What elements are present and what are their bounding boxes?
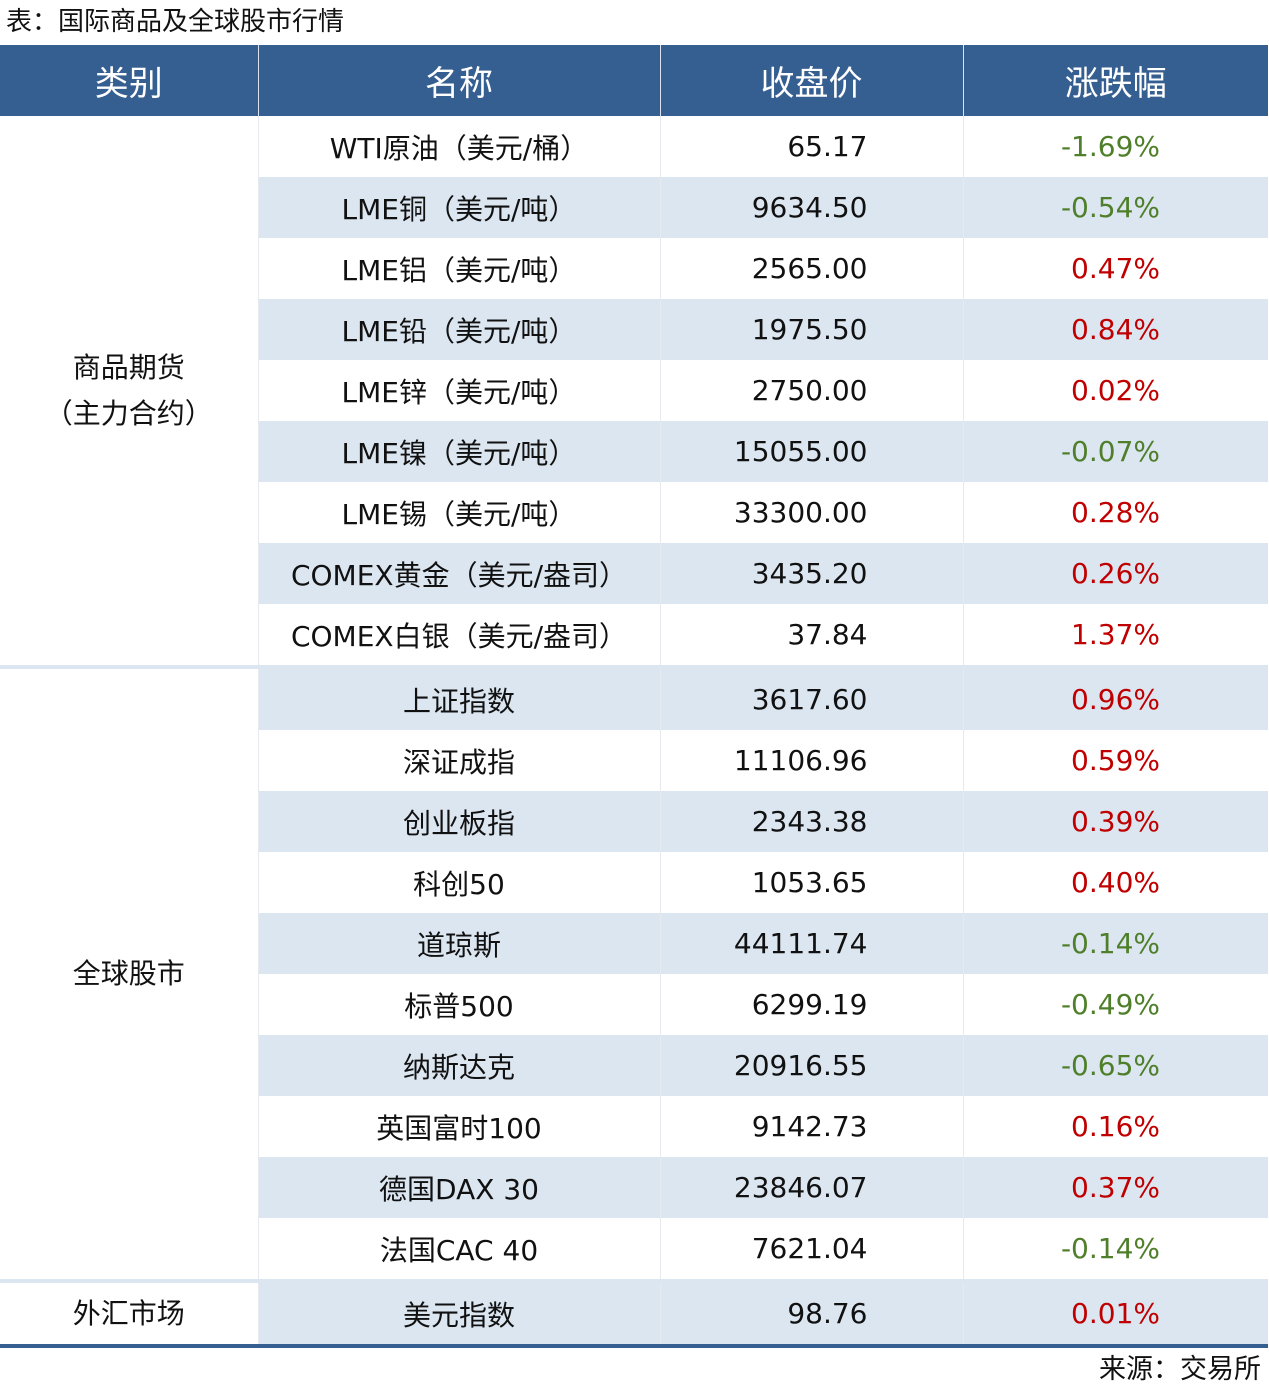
table-title: 表：国际商品及全球股市行情	[6, 7, 345, 37]
close-cell: 1053.65	[660, 852, 964, 913]
table-row: 全球股市 上证指数 3617.60 0.96%	[0, 665, 1268, 1281]
close-cell: 23846.07	[660, 1157, 964, 1218]
table-row: 科创50 1053.65 0.40%	[0, 852, 1268, 913]
table-row: 外汇市场 美元指数 98.76 0.01%	[0, 1279, 1268, 1348]
table-row: 标普500 6299.19 -0.49%	[0, 974, 1268, 1035]
close-cell: 9634.50	[660, 177, 964, 238]
change-cell: -0.07%	[963, 421, 1268, 482]
change-cell: 0.84%	[963, 299, 1268, 360]
change-cell: 0.02%	[1071, 374, 1160, 407]
change-cell: -0.14%	[1060, 1232, 1160, 1265]
close-cell: 3435.20	[660, 543, 964, 604]
name-cell: WTI原油（美元/桶）	[258, 116, 661, 177]
change-cell: -0.14%	[963, 913, 1268, 974]
name-cell: 标普500	[258, 974, 661, 1035]
close-cell: 2565.00	[660, 238, 964, 299]
table-row: COMEX黄金（美元/盎司） 3435.20 0.26%	[0, 543, 1268, 604]
table-row: LME铝（美元/吨） 2565.00 0.47%	[0, 238, 1268, 299]
close-cell: 11106.96	[660, 730, 964, 791]
name-cell: COMEX白银（美元/盎司）	[258, 604, 661, 667]
table-row: LME铜（美元/吨） 9634.50 -0.54%	[0, 177, 1268, 238]
name-cell: 科创50	[258, 852, 661, 913]
close-cell: 98.76	[660, 1279, 964, 1348]
table-row: COMEX白银（美元/盎司） 37.84 1.37%	[0, 604, 1268, 667]
change-cell: 0.59%	[1071, 744, 1160, 777]
table-row: LME铅（美元/吨） 1975.50 0.84%	[0, 299, 1268, 360]
close-cell: 7621.04	[660, 1218, 964, 1281]
change-cell: -0.65%	[963, 1035, 1268, 1096]
name-cell: LME镍（美元/吨）	[258, 421, 661, 482]
name-cell: COMEX黄金（美元/盎司）	[258, 543, 661, 604]
name-cell: 道琼斯	[258, 913, 661, 974]
table-row: 纳斯达克 20916.55 -0.65%	[0, 1035, 1268, 1096]
category-label-line: 商品期货	[72, 350, 185, 384]
table-row: 创业板指 2343.38 0.39%	[0, 791, 1268, 852]
name-cell: 纳斯达克	[258, 1035, 661, 1096]
name-cell: 英国富时100	[258, 1096, 661, 1157]
table-header: 类别 名称 收盘价 涨跌幅	[0, 45, 1268, 116]
table-row: LME锡（美元/吨） 33300.00 0.28%	[0, 482, 1268, 543]
close-cell: 6299.19	[660, 974, 964, 1035]
source-note: 来源：交易所	[1099, 1354, 1261, 1385]
name-cell: LME铅（美元/吨）	[258, 299, 661, 360]
close-cell: 65.17	[660, 116, 964, 177]
category-cell: 商品期货 （主力合约）	[0, 116, 259, 667]
table-row: 道琼斯 44111.74 -0.14%	[0, 913, 1268, 974]
table-row: 商品期货 （主力合约） WTI原油（美元/桶） 65.17 -1.69%	[0, 116, 1268, 667]
category-label-line: （主力合约）	[44, 396, 213, 430]
table-row: 深证成指 11106.96 0.59%	[0, 730, 1268, 791]
table-row: LME锌（美元/吨） 2750.00 0.02%	[0, 360, 1268, 421]
close-cell: 37.84	[660, 604, 964, 667]
change-cell: 0.26%	[963, 543, 1268, 604]
change-cell: 0.28%	[1071, 496, 1160, 529]
close-cell: 33300.00	[660, 482, 964, 543]
close-cell: 44111.74	[660, 913, 964, 974]
header-change: 涨跌幅	[963, 45, 1268, 116]
name-cell: 创业板指	[258, 791, 661, 852]
close-cell: 2750.00	[660, 360, 964, 421]
change-cell: -1.69%	[1060, 130, 1160, 163]
close-cell: 3617.60	[660, 665, 964, 730]
change-cell: -0.49%	[1060, 988, 1160, 1021]
table-row: LME镍（美元/吨） 15055.00 -0.07%	[0, 421, 1268, 482]
name-cell: 上证指数	[258, 665, 661, 730]
table-row: 英国富时100 9142.73 0.16%	[0, 1096, 1268, 1157]
change-cell: 1.37%	[1071, 618, 1160, 651]
close-cell: 20916.55	[660, 1035, 964, 1096]
name-cell: LME铜（美元/吨）	[258, 177, 661, 238]
name-cell: 美元指数	[258, 1279, 661, 1348]
change-cell: 0.16%	[1071, 1110, 1160, 1143]
change-cell: 0.39%	[963, 791, 1268, 852]
name-cell: LME锌（美元/吨）	[258, 360, 661, 421]
change-cell: 0.37%	[963, 1157, 1268, 1218]
name-cell: 深证成指	[258, 730, 661, 791]
category-cell: 全球股市	[0, 665, 259, 1281]
name-cell: LME锡（美元/吨）	[258, 482, 661, 543]
change-cell: 0.01%	[963, 1279, 1268, 1348]
change-cell: 0.96%	[963, 665, 1268, 730]
name-cell: 法国CAC 40	[258, 1218, 661, 1281]
change-cell: -0.54%	[963, 177, 1268, 238]
close-cell: 2343.38	[660, 791, 964, 852]
category-cell: 外汇市场	[0, 1279, 259, 1348]
table-row: 德国DAX 30 23846.07 0.37%	[0, 1157, 1268, 1218]
close-cell: 9142.73	[660, 1096, 964, 1157]
header-name: 名称	[258, 45, 661, 116]
name-cell: 德国DAX 30	[258, 1157, 661, 1218]
header-close: 收盘价	[660, 45, 964, 116]
name-cell: LME铝（美元/吨）	[258, 238, 661, 299]
change-cell: 0.40%	[1071, 866, 1160, 899]
header-category: 类别	[0, 45, 259, 116]
change-cell: 0.47%	[1071, 252, 1160, 285]
market-table: 类别 名称 收盘价 涨跌幅 商品期货 （主力合约） WTI原油（美元/桶） 65.17…	[0, 45, 1268, 1348]
close-cell: 1975.50	[660, 299, 964, 360]
close-cell: 15055.00	[660, 421, 964, 482]
table-row: 法国CAC 40 7621.04 -0.14%	[0, 1218, 1268, 1281]
